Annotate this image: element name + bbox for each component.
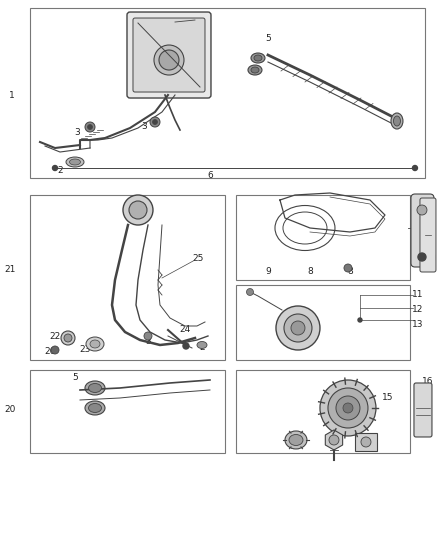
Circle shape bbox=[344, 264, 352, 272]
Ellipse shape bbox=[159, 50, 179, 70]
Text: 7: 7 bbox=[421, 223, 427, 232]
Circle shape bbox=[358, 318, 362, 322]
Bar bbox=[30, 8, 425, 178]
Text: 3: 3 bbox=[141, 122, 147, 131]
Text: 6: 6 bbox=[207, 171, 213, 180]
FancyBboxPatch shape bbox=[133, 18, 205, 92]
Ellipse shape bbox=[70, 159, 81, 165]
Text: 21: 21 bbox=[4, 265, 16, 274]
Ellipse shape bbox=[86, 337, 104, 351]
Circle shape bbox=[144, 332, 152, 340]
Circle shape bbox=[88, 125, 92, 130]
Circle shape bbox=[123, 195, 153, 225]
Ellipse shape bbox=[85, 401, 105, 415]
Text: 8: 8 bbox=[307, 268, 313, 277]
Text: 17: 17 bbox=[364, 442, 376, 451]
Bar bbox=[30, 370, 225, 453]
Ellipse shape bbox=[285, 431, 307, 449]
Ellipse shape bbox=[289, 434, 303, 446]
Circle shape bbox=[276, 306, 320, 350]
Text: 2: 2 bbox=[57, 166, 63, 174]
Text: 4: 4 bbox=[192, 13, 198, 22]
Bar bbox=[236, 370, 410, 453]
Text: 5: 5 bbox=[265, 34, 271, 43]
Text: 11: 11 bbox=[412, 290, 424, 300]
Text: 1: 1 bbox=[9, 91, 15, 100]
Circle shape bbox=[64, 334, 72, 342]
Ellipse shape bbox=[197, 342, 207, 349]
Text: 13: 13 bbox=[412, 320, 424, 329]
Text: 14: 14 bbox=[292, 311, 304, 319]
Text: 25: 25 bbox=[192, 254, 204, 262]
FancyBboxPatch shape bbox=[420, 198, 436, 272]
Text: 9: 9 bbox=[265, 268, 271, 277]
Text: 3: 3 bbox=[74, 127, 80, 136]
Text: 3: 3 bbox=[145, 337, 151, 346]
Text: 18: 18 bbox=[332, 435, 344, 445]
Ellipse shape bbox=[393, 116, 400, 126]
Text: 20: 20 bbox=[4, 406, 16, 415]
Circle shape bbox=[418, 253, 426, 261]
Text: 5: 5 bbox=[72, 374, 78, 383]
Circle shape bbox=[53, 166, 57, 171]
Ellipse shape bbox=[66, 157, 84, 167]
Ellipse shape bbox=[391, 113, 403, 129]
Circle shape bbox=[247, 288, 254, 295]
Circle shape bbox=[343, 403, 353, 413]
Circle shape bbox=[61, 331, 75, 345]
Bar bbox=[236, 195, 410, 280]
Ellipse shape bbox=[88, 403, 102, 413]
Text: 23: 23 bbox=[79, 345, 91, 354]
Ellipse shape bbox=[251, 53, 265, 63]
Text: 22: 22 bbox=[49, 333, 60, 342]
Bar bbox=[30, 195, 225, 360]
Text: 19: 19 bbox=[290, 442, 302, 451]
Ellipse shape bbox=[88, 383, 102, 392]
Bar bbox=[236, 285, 410, 360]
Text: 15: 15 bbox=[382, 393, 394, 402]
Ellipse shape bbox=[251, 67, 259, 73]
FancyBboxPatch shape bbox=[414, 383, 432, 437]
Ellipse shape bbox=[154, 45, 184, 75]
Text: 26: 26 bbox=[44, 348, 56, 357]
Circle shape bbox=[417, 205, 427, 215]
Circle shape bbox=[152, 119, 158, 125]
Circle shape bbox=[284, 314, 312, 342]
Text: 12: 12 bbox=[412, 305, 424, 314]
Ellipse shape bbox=[90, 340, 100, 348]
FancyBboxPatch shape bbox=[411, 194, 434, 267]
Ellipse shape bbox=[248, 65, 262, 75]
Circle shape bbox=[129, 201, 147, 219]
Circle shape bbox=[183, 343, 189, 349]
Circle shape bbox=[51, 346, 59, 354]
Text: 24: 24 bbox=[179, 326, 191, 335]
Circle shape bbox=[329, 435, 339, 445]
Text: 10: 10 bbox=[426, 254, 438, 262]
Text: 16: 16 bbox=[422, 377, 434, 386]
Text: 2: 2 bbox=[199, 343, 205, 352]
Circle shape bbox=[320, 380, 376, 436]
Ellipse shape bbox=[85, 381, 105, 395]
Circle shape bbox=[150, 117, 160, 127]
Text: 8: 8 bbox=[347, 268, 353, 277]
Circle shape bbox=[328, 388, 368, 428]
Circle shape bbox=[291, 321, 305, 335]
Circle shape bbox=[85, 122, 95, 132]
Ellipse shape bbox=[254, 55, 262, 61]
FancyBboxPatch shape bbox=[355, 433, 377, 451]
FancyBboxPatch shape bbox=[127, 12, 211, 98]
Circle shape bbox=[336, 396, 360, 420]
Circle shape bbox=[413, 166, 417, 171]
Circle shape bbox=[361, 437, 371, 447]
